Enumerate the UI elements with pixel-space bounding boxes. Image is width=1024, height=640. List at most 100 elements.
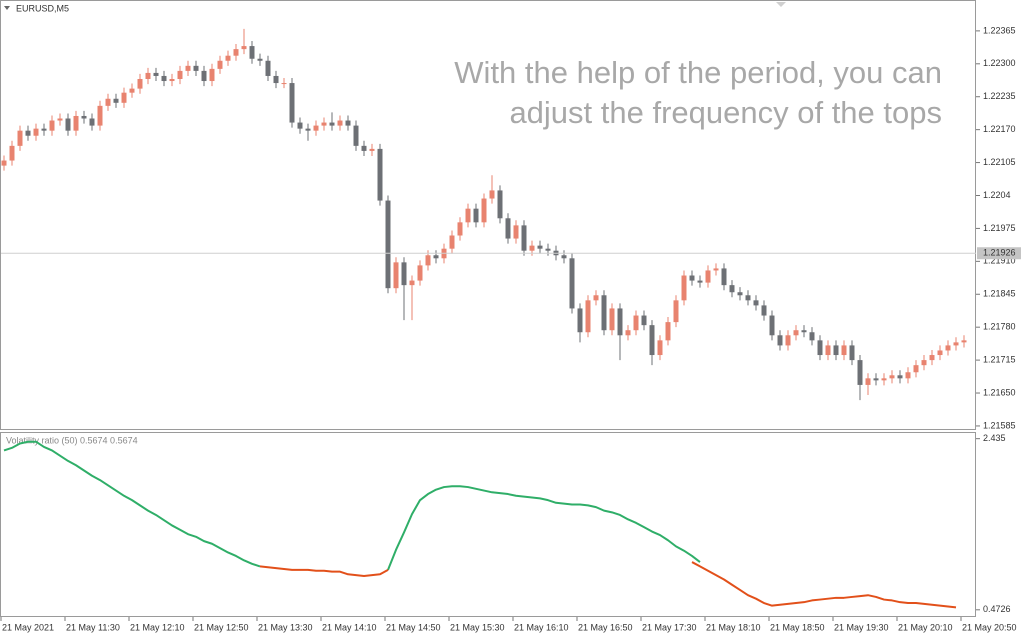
candle-body bbox=[857, 360, 863, 385]
candle-body bbox=[417, 265, 423, 281]
candle-body bbox=[449, 235, 455, 249]
candle-body bbox=[321, 122, 327, 126]
candle-body bbox=[169, 79, 175, 82]
candle-body bbox=[249, 46, 255, 59]
annotation: With the help of the period, you can bbox=[454, 55, 942, 90]
x-tick-label: 21 May 16:10 bbox=[514, 622, 569, 632]
x-tick-label: 21 May 12:10 bbox=[130, 622, 185, 632]
candle-body bbox=[657, 340, 663, 356]
candle-body bbox=[121, 92, 127, 103]
menu-triangle[interactable] bbox=[4, 6, 10, 10]
candle-body bbox=[201, 70, 207, 82]
candle-body bbox=[889, 375, 895, 379]
symbol-title: EURUSD,M5 bbox=[16, 3, 69, 13]
candle-body bbox=[625, 330, 631, 336]
candle-body bbox=[937, 350, 943, 356]
candle-body bbox=[953, 342, 959, 346]
x-tick-label: 21 May 13:30 bbox=[258, 622, 313, 632]
candle-body bbox=[337, 120, 343, 126]
candle-body bbox=[497, 190, 503, 219]
candle-body bbox=[769, 315, 775, 336]
candle-body bbox=[921, 360, 927, 366]
x-tick-label: 21 May 17:30 bbox=[642, 622, 697, 632]
candle-body bbox=[137, 79, 143, 89]
candle-body bbox=[473, 208, 479, 223]
candle-body bbox=[785, 335, 791, 346]
candle-body bbox=[193, 65, 199, 71]
candle-body bbox=[569, 258, 575, 309]
candle-body bbox=[489, 190, 495, 199]
candle-body bbox=[809, 332, 815, 341]
candle-body bbox=[265, 60, 271, 76]
indicator-line bbox=[259, 561, 957, 609]
candle-body bbox=[289, 83, 295, 123]
candle-body bbox=[593, 295, 599, 301]
x-tick-label: 21 May 2021 bbox=[2, 622, 54, 632]
candle-body bbox=[241, 46, 247, 50]
candle-body bbox=[897, 375, 903, 379]
y-tick-label: 1.22170 bbox=[983, 124, 1016, 134]
candle-body bbox=[33, 128, 39, 136]
candle-body bbox=[425, 255, 431, 266]
candle-body bbox=[113, 98, 119, 103]
y-tick-label: 1.2204 bbox=[983, 190, 1011, 200]
candle-body bbox=[745, 295, 751, 301]
y-tick-label: 1.21780 bbox=[983, 322, 1016, 332]
x-tick-label: 21 May 20:10 bbox=[898, 622, 953, 632]
candle-body bbox=[385, 200, 391, 289]
candle-body bbox=[617, 308, 623, 336]
candle-body bbox=[297, 122, 303, 129]
candle-body bbox=[641, 315, 647, 326]
y-tick-label: 1.22105 bbox=[983, 157, 1016, 167]
candle-body bbox=[913, 365, 919, 373]
candle-body bbox=[833, 345, 839, 356]
x-tick-label: 21 May 14:10 bbox=[322, 622, 377, 632]
x-tick-label: 21 May 11:30 bbox=[66, 622, 120, 632]
candle-body bbox=[825, 345, 831, 356]
candle-body bbox=[929, 355, 935, 361]
y-tick-label: 0.4726 bbox=[983, 604, 1011, 614]
candle-body bbox=[281, 83, 287, 85]
candle-body bbox=[561, 255, 567, 259]
candle-body bbox=[41, 128, 47, 131]
candle-body bbox=[65, 118, 71, 131]
x-tick-label: 21 May 20:50 bbox=[962, 622, 1017, 632]
last-price-box bbox=[977, 247, 1021, 260]
candle-body bbox=[89, 118, 95, 126]
candle-body bbox=[353, 125, 359, 146]
candle-body bbox=[409, 280, 415, 286]
candle-body bbox=[665, 322, 671, 341]
x-tick-label: 21 May 18:50 bbox=[770, 622, 825, 632]
candle-body bbox=[753, 300, 759, 306]
last-price-label: 1.21926 bbox=[983, 248, 1016, 258]
candle-body bbox=[209, 68, 215, 82]
candle-body bbox=[49, 120, 55, 131]
candle-body bbox=[881, 378, 887, 381]
candle-body bbox=[1, 160, 7, 166]
y-tick-label: 1.21585 bbox=[983, 420, 1016, 430]
candle-body bbox=[849, 345, 855, 361]
x-tick-label: 21 May 12:50 bbox=[194, 622, 249, 632]
candle-body bbox=[513, 225, 519, 239]
candle-body bbox=[529, 245, 535, 251]
candle-body bbox=[689, 275, 695, 281]
candle-body bbox=[961, 340, 967, 343]
candle-body bbox=[25, 130, 31, 136]
candle-body bbox=[97, 105, 103, 126]
indicator-panel bbox=[0, 432, 976, 617]
candle-body bbox=[537, 245, 543, 249]
candle-body bbox=[729, 285, 735, 293]
candle-body bbox=[737, 292, 743, 296]
candle-body bbox=[873, 378, 879, 381]
candle-body bbox=[105, 98, 111, 106]
candle-body bbox=[73, 115, 79, 131]
candle-body bbox=[57, 118, 63, 121]
candle-body bbox=[313, 125, 319, 131]
candle-body bbox=[721, 268, 727, 286]
candle-body bbox=[377, 148, 383, 201]
candle-body bbox=[369, 148, 375, 151]
y-tick-label: 2.435 bbox=[983, 433, 1006, 443]
candle-body bbox=[329, 122, 335, 126]
candle-body bbox=[153, 72, 159, 76]
candle-body bbox=[185, 65, 191, 71]
